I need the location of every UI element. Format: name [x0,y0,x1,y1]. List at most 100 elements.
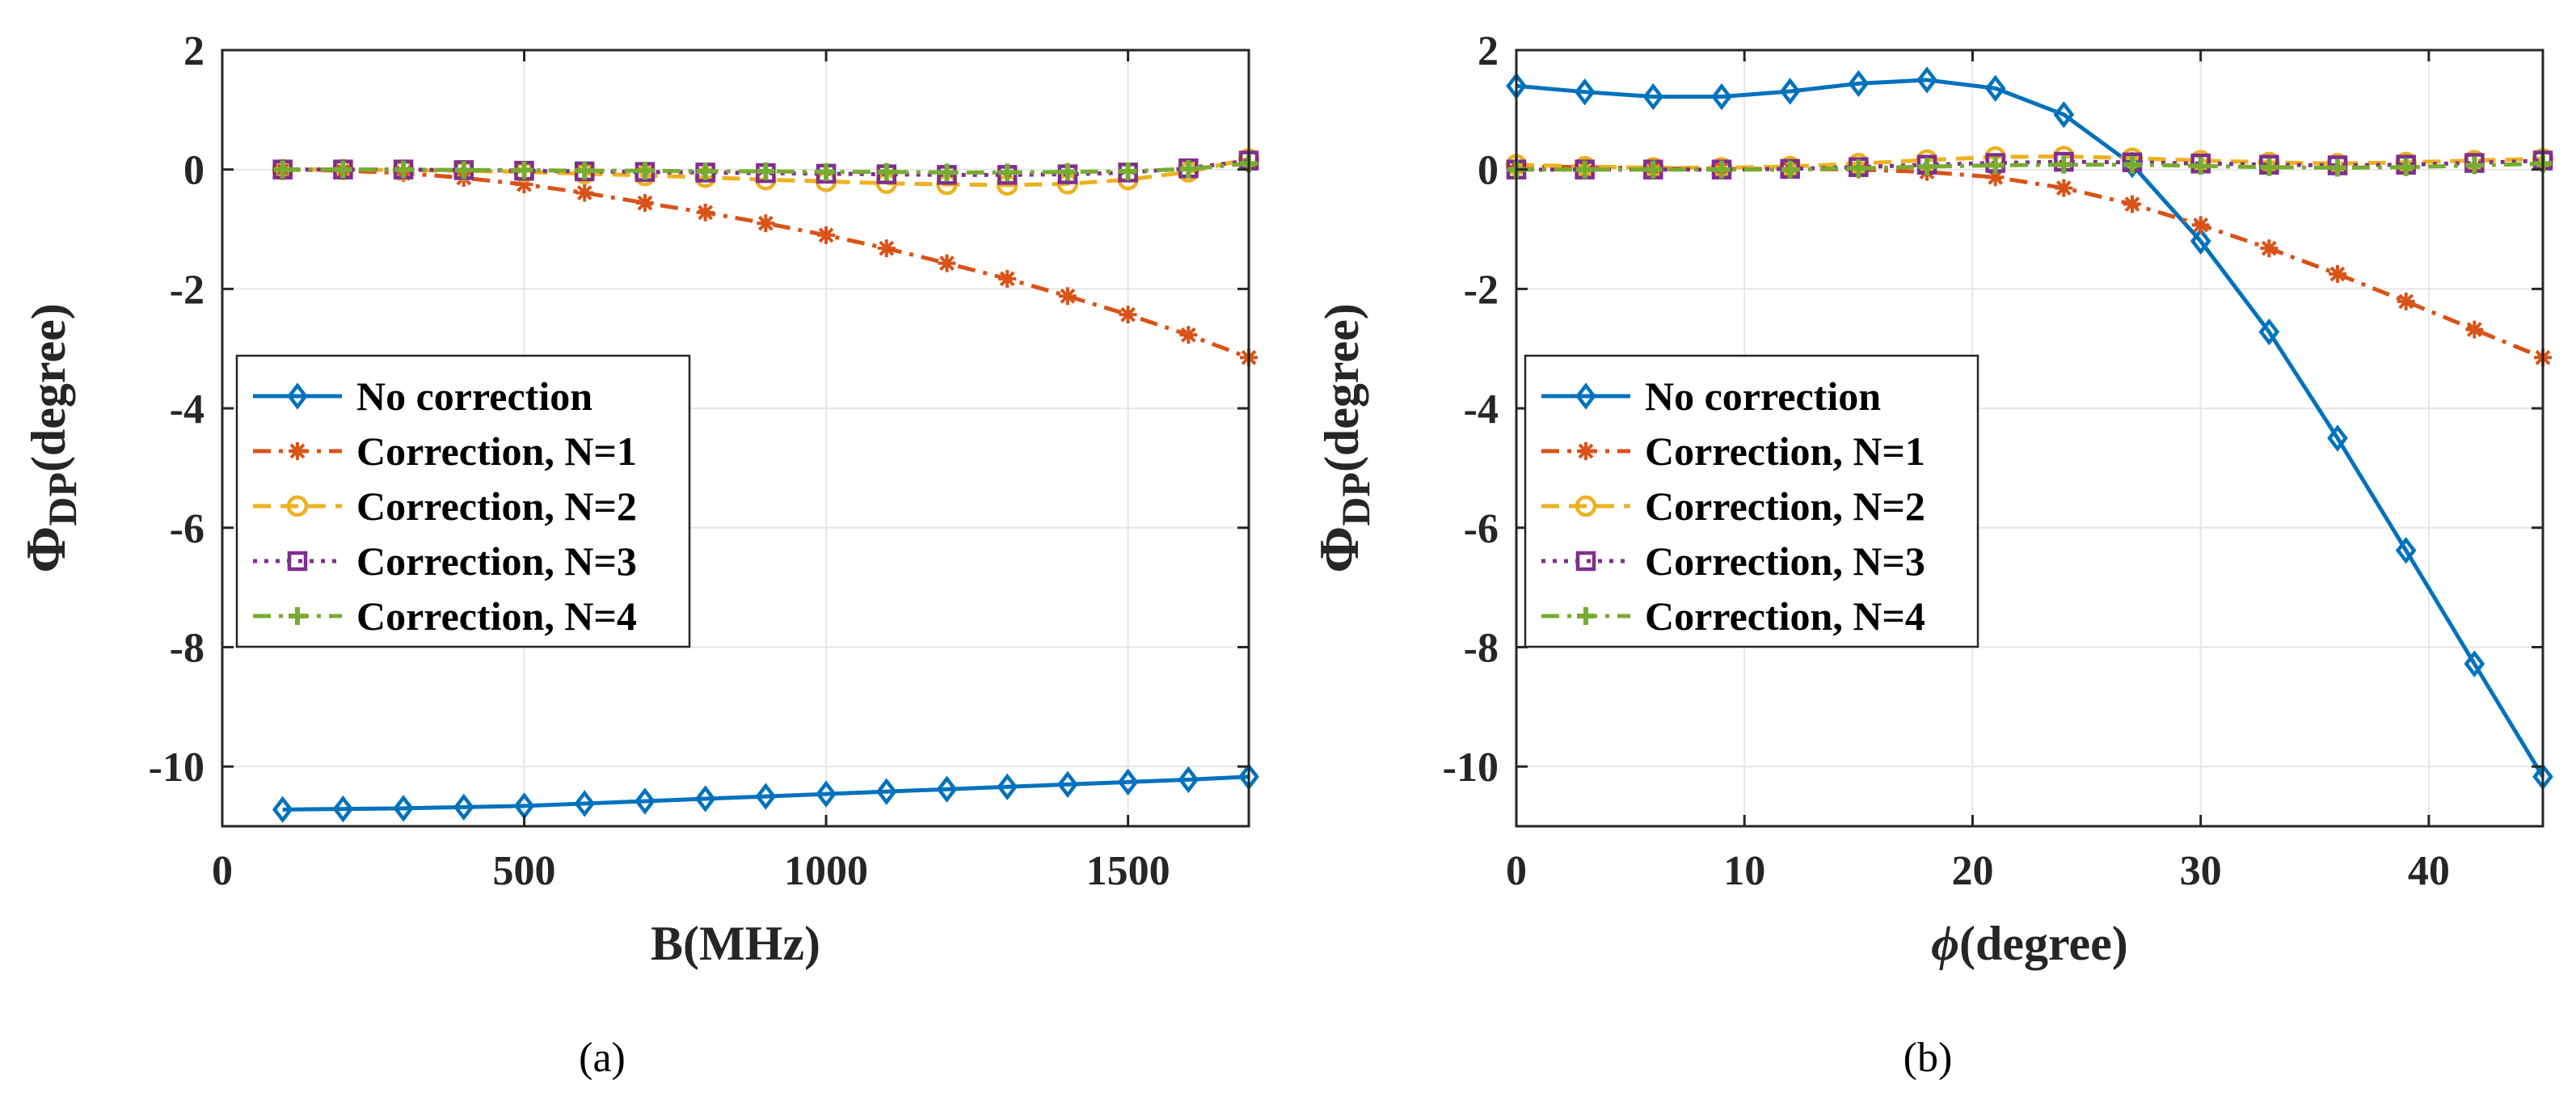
y-axis-symbol: Φ [15,526,78,573]
data-point-asterisk [2191,216,2210,234]
data-point-plus [1575,160,1594,179]
data-point-diamond [1711,82,1732,111]
data-point-plus [334,160,352,179]
y-tick-label: -4 [1464,386,1499,433]
legend-item: Correction, N=4 [1541,593,1925,639]
data-point-plus [2465,156,2484,175]
data-point-diamond [1642,82,1664,111]
data-point-diamond [2190,227,2211,255]
series-no-correction [272,763,1259,824]
data-point-diamond [1779,78,1801,105]
x-tick-label: 40 [2408,848,2450,894]
legend-marker-plus [1577,607,1595,625]
x-axis-label: B(MHz) [651,917,820,970]
marker-stroke [2398,293,2414,310]
data-point-diamond [2464,650,2485,677]
y-tick-label: 0 [183,148,204,194]
data-point-plus [757,162,775,180]
y-axis-subscript: DP [40,472,85,526]
data-point-plus [1849,159,1868,178]
subfigure-label: (a) [579,1035,626,1081]
y-tick-label: 2 [1478,28,1499,74]
data-point-plus [575,162,594,180]
y-tick-label: -6 [170,506,204,552]
data-point-plus [2397,158,2415,176]
data-point-plus [1781,160,1799,179]
subfigure-label: (b) [1904,1035,1953,1081]
y-axis-unit: (degree) [1315,303,1368,472]
data-point-plus [635,162,654,180]
data-point-diamond [2395,537,2417,564]
series-line [282,167,1250,360]
marker-stroke [637,195,653,211]
y-tick-label: -10 [1443,745,1499,791]
marker-stroke [1988,169,2004,185]
marker-stroke [999,271,1015,287]
y-axis-symbol: Φ [1309,526,1371,573]
data-point-plus [1179,159,1198,178]
marker-stroke [1120,306,1136,323]
data-point-plus [1058,162,1077,181]
data-point-diamond [2053,101,2075,129]
data-point-plus [2191,157,2210,175]
data-point-diamond [1848,70,1870,98]
data-point-diamond [1057,770,1078,798]
x-tick-label: 0 [1506,848,1527,894]
data-point-plus [2055,155,2073,174]
data-point-asterisk [938,254,956,272]
legend-item: Correction, N=4 [253,593,637,639]
data-point-asterisk [1986,168,2005,187]
data-point-asterisk [1119,306,1137,324]
data-point-diamond [936,775,958,803]
marker-stroke [1060,288,1076,304]
series-line [1516,78,2545,779]
data-point-asterisk [1058,287,1077,306]
y-tick-label: -2 [1464,267,1499,313]
axes-box [221,49,1250,828]
series-line [282,774,1250,812]
data-point-diamond [393,795,414,822]
data-point-diamond [1984,74,2006,102]
y-tick-label: -10 [149,745,204,791]
series-correction-n4 [273,154,1258,182]
data-point-plus [1119,162,1137,180]
data-point-plus [998,163,1017,182]
y-tick-label: 2 [183,28,204,74]
data-point-asterisk [575,184,594,202]
data-point-plus [515,161,533,179]
marker-stroke [1180,327,1196,343]
data-point-plus [273,160,292,179]
y-tick-label: -4 [170,386,204,433]
data-point-plus [938,163,956,182]
legend-item: Correction, N=1 [253,428,637,474]
legend-marker-circle [286,495,309,517]
data-point-asterisk [2397,292,2415,310]
y-tick-label: -6 [1464,506,1499,552]
series-no-correction [1506,66,2553,791]
marker-stroke [576,185,592,200]
x-tick-label: 10 [1723,848,1765,894]
x-tick-label: 1000 [784,848,868,894]
data-point-plus [394,160,413,179]
legend-label: Correction, N=2 [1645,483,1925,529]
data-point-asterisk [877,239,896,258]
data-point-plus [2260,158,2279,176]
data-point-plus [1644,160,1663,179]
marker-stroke [289,443,306,459]
marker-stroke [2466,322,2482,338]
data-point-plus [2123,155,2141,174]
series-line [1516,158,2544,172]
legend-item: Correction, N=2 [1541,483,1925,529]
x-tick-label: 1500 [1086,848,1170,894]
data-point-diamond [2122,151,2143,179]
x-tick-label: 500 [493,848,556,894]
x-axis-unit: (degree) [1959,917,2128,970]
legend-marker-asterisk [289,442,306,460]
legend-marker-square [1575,551,1596,572]
x-tick-label: 0 [212,848,233,894]
y-axis-label: ΦDP(degree) [15,303,85,572]
axes-box [1515,49,2544,828]
data-point-diamond [332,795,354,823]
data-point-diamond [272,796,293,824]
